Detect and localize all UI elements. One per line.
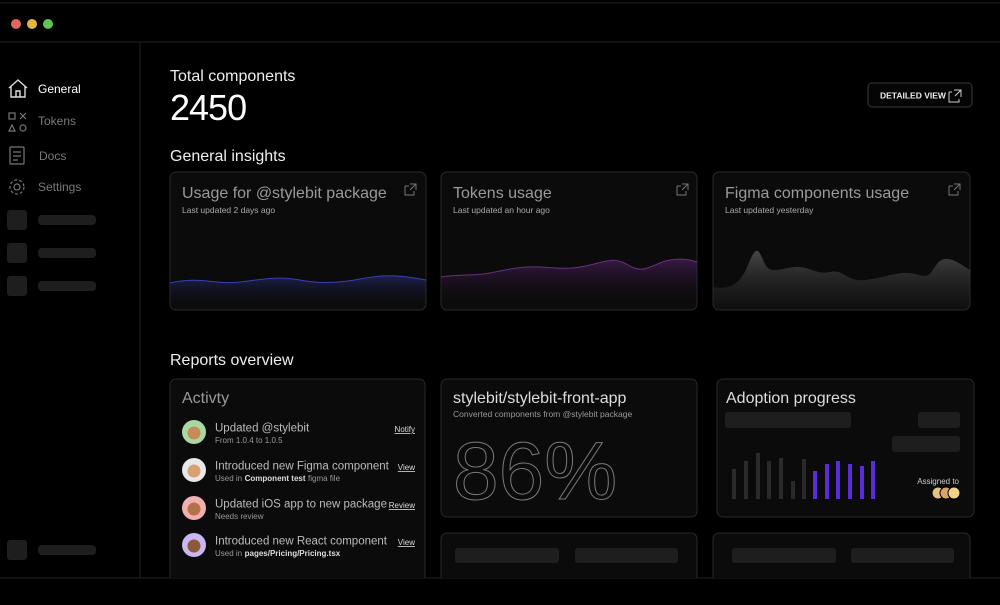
card-title: Figma components usage xyxy=(725,185,909,202)
activity-title: Introduced new Figma component xyxy=(215,461,390,473)
adoption-card[interactable]: Adoption progress Assi xyxy=(716,378,975,518)
activity-action[interactable]: Review xyxy=(389,501,415,510)
activity-title: Updated @stylebit xyxy=(215,423,310,435)
card-frame xyxy=(169,378,426,578)
card-title: Usage for @stylebit package xyxy=(182,185,387,202)
nav-docs[interactable]: Docs xyxy=(9,146,66,165)
sparkline xyxy=(713,250,970,310)
activity-title: Updated iOS app to new package xyxy=(215,499,387,511)
nav-label[interactable]: Settings xyxy=(38,180,81,194)
sidebar: General Tokens Docs Settings xyxy=(7,79,96,560)
nav-settings[interactable]: Settings xyxy=(9,179,81,195)
detailed-view-button[interactable]: DETAILED VIEW xyxy=(867,82,973,108)
avatar-face xyxy=(187,502,201,516)
activity-action[interactable]: View xyxy=(398,463,415,472)
icon-home xyxy=(8,79,28,98)
icon-docs xyxy=(9,146,25,165)
section-title: Reports overview xyxy=(170,352,294,369)
activity-subtitle: From 1.0.4 to 1.0.5 xyxy=(215,436,283,445)
card-subtitle: Converted components from @stylebit pack… xyxy=(453,409,632,419)
insight-card[interactable]: Tokens usage Last updated an hour ago xyxy=(440,171,698,311)
placeholder-card xyxy=(440,532,698,578)
card-title: Activty xyxy=(182,390,229,407)
card-title: Adoption progress xyxy=(726,390,856,407)
sparkline xyxy=(441,258,697,310)
external-icon[interactable] xyxy=(676,183,689,196)
card-frame[interactable] xyxy=(440,378,698,518)
assigned-label: Assigned to xyxy=(917,477,959,486)
minimize-dot[interactable] xyxy=(27,19,37,29)
total-label: Total components xyxy=(170,68,295,85)
maximize-dot[interactable] xyxy=(43,19,53,29)
close-dot[interactable] xyxy=(11,19,21,29)
card-title: stylebit/stylebit-front-app xyxy=(453,390,627,407)
sidebar-placeholders xyxy=(7,210,96,560)
card-subtitle: Last updated yesterday xyxy=(725,205,814,215)
activity-subtitle: Needs review xyxy=(215,512,264,521)
external-icon[interactable] xyxy=(948,183,961,196)
activity-action[interactable]: Notify xyxy=(395,425,415,434)
button-frame[interactable] xyxy=(867,82,973,108)
activity-title: Introduced new React component xyxy=(215,536,388,548)
section-title: General insights xyxy=(170,148,286,165)
avatar-face xyxy=(187,539,201,553)
insight-card[interactable]: Usage for @stylebit package Last updated… xyxy=(169,171,427,311)
percentage-value: 86% xyxy=(453,426,617,517)
repo-card[interactable]: stylebit/stylebit-front-app Converted co… xyxy=(440,378,698,518)
placeholder-card xyxy=(712,532,971,578)
nav-general[interactable]: General xyxy=(8,79,81,98)
nav-label[interactable]: General xyxy=(38,82,81,96)
icon-settings xyxy=(9,179,25,195)
subtitle-part: pages/Pricing/Pricing.tsx xyxy=(245,549,341,558)
activity-subtitle: Used in pages/Pricing/Pricing.tsx xyxy=(215,549,341,558)
nav-label[interactable]: Docs xyxy=(39,149,66,163)
subtitle-part: Component test xyxy=(245,474,306,483)
subtitle-part: figma file xyxy=(308,474,341,483)
subtitle-part: Used in xyxy=(215,549,242,558)
avatar-face xyxy=(187,464,201,478)
insight-card[interactable]: Figma components usage Last updated yest… xyxy=(712,171,971,311)
subtitle-part: Used in xyxy=(215,474,242,483)
nav-tokens[interactable]: Tokens xyxy=(8,112,76,132)
adoption-placeholders xyxy=(725,412,960,452)
nav-label[interactable]: Tokens xyxy=(38,114,76,128)
assignee-avatars xyxy=(931,486,961,500)
total-value: 2450 xyxy=(170,87,246,128)
card-subtitle: Last updated an hour ago xyxy=(453,205,550,215)
adoption-bars xyxy=(732,453,875,499)
icon-tokens xyxy=(8,112,27,132)
card-title: Tokens usage xyxy=(453,185,552,202)
external-icon[interactable] xyxy=(404,183,417,196)
activity-action[interactable]: View xyxy=(398,538,415,547)
avatar-face xyxy=(187,426,201,440)
external-icon xyxy=(948,89,962,103)
card-subtitle: Last updated 2 days ago xyxy=(182,205,275,215)
sparkline xyxy=(170,275,426,310)
button-label[interactable]: DETAILED VIEW xyxy=(880,91,947,101)
activity-subtitle: Used in Component test figma file xyxy=(215,474,341,483)
